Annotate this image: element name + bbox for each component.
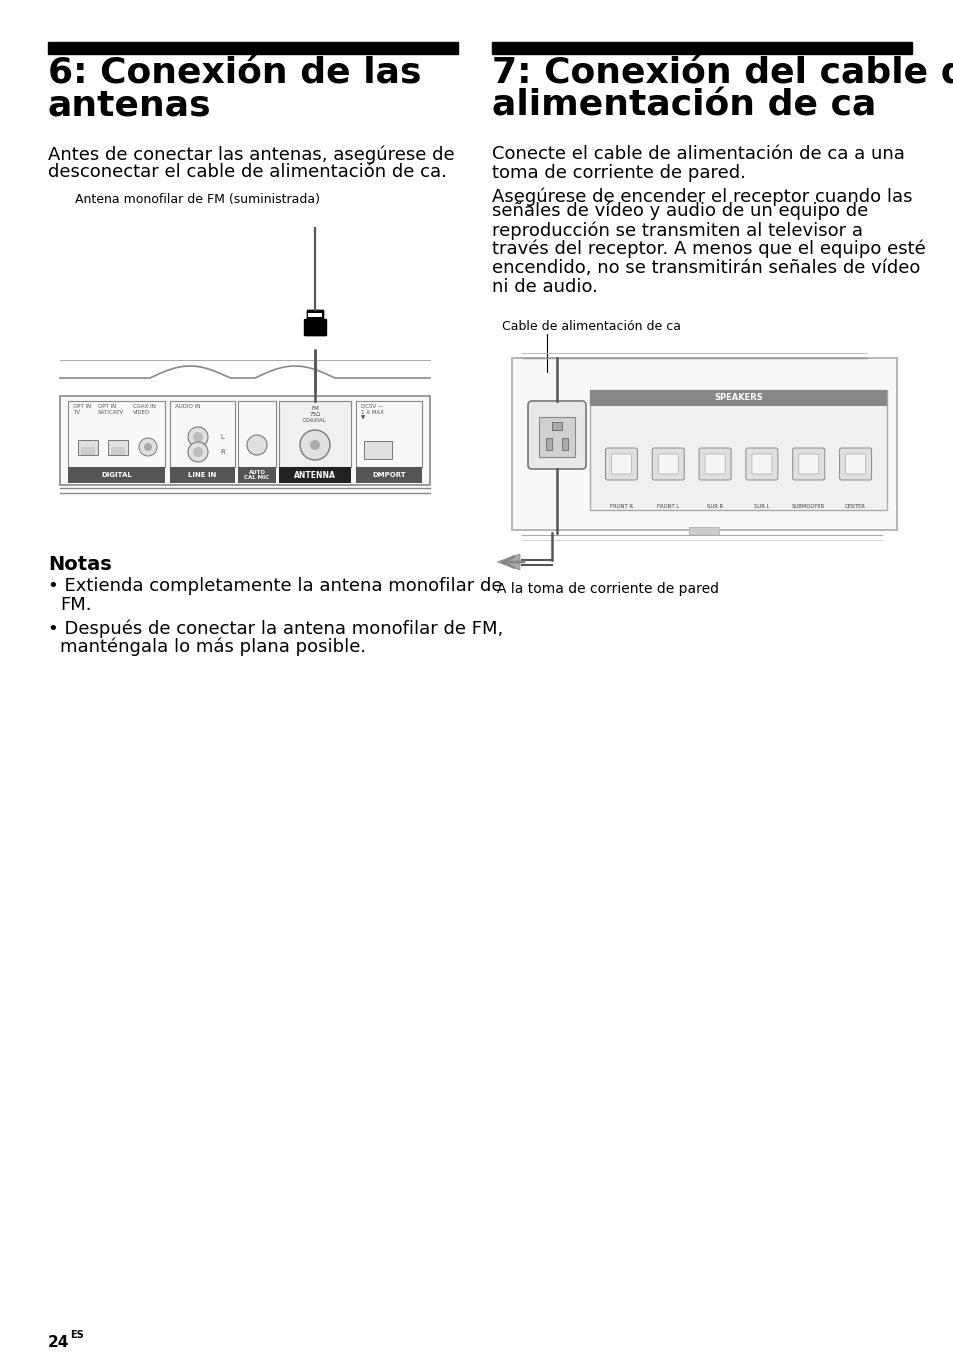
FancyBboxPatch shape — [792, 448, 824, 480]
Text: SUR L: SUR L — [754, 504, 769, 508]
Text: manténgala lo más plana posible.: manténgala lo más plana posible. — [60, 638, 366, 657]
Text: LINE IN: LINE IN — [188, 472, 216, 479]
Circle shape — [310, 439, 319, 450]
FancyBboxPatch shape — [745, 448, 777, 480]
Circle shape — [188, 427, 208, 448]
FancyBboxPatch shape — [699, 448, 730, 480]
Bar — [589, 389, 886, 510]
Text: 7: Conexión del cable de: 7: Conexión del cable de — [492, 55, 953, 91]
Text: L: L — [220, 434, 224, 439]
Text: través del receptor. A menos que el equipo esté: través del receptor. A menos que el equi… — [492, 241, 924, 258]
FancyBboxPatch shape — [751, 454, 771, 475]
Text: • Extienda completamente la antena monofilar de: • Extienda completamente la antena monof… — [48, 577, 502, 595]
Text: encendido, no se transmitirán señales de vídeo: encendido, no se transmitirán señales de… — [492, 260, 920, 277]
Circle shape — [144, 443, 152, 452]
Bar — [170, 402, 234, 466]
Text: 24: 24 — [48, 1334, 70, 1351]
Text: 6: Conexión de las: 6: Conexión de las — [48, 55, 421, 91]
Bar — [304, 319, 326, 335]
Text: desconectar el cable de alimentación de ca.: desconectar el cable de alimentación de … — [48, 164, 446, 181]
FancyBboxPatch shape — [527, 402, 585, 469]
FancyBboxPatch shape — [704, 454, 724, 475]
Bar — [170, 466, 234, 483]
Text: OPT IN
TV: OPT IN TV — [73, 404, 91, 415]
Text: COAX IN
VIDEO: COAX IN VIDEO — [132, 404, 155, 415]
Text: R: R — [220, 449, 225, 456]
FancyBboxPatch shape — [658, 454, 678, 475]
Text: FRONT R: FRONT R — [609, 504, 632, 508]
Bar — [237, 466, 275, 483]
Bar — [307, 310, 323, 320]
Bar — [308, 314, 322, 316]
Text: Notas: Notas — [48, 556, 112, 575]
Text: Antena monofilar de FM (suministrada): Antena monofilar de FM (suministrada) — [75, 193, 319, 206]
Circle shape — [299, 430, 330, 460]
Text: antenas: antenas — [48, 88, 212, 122]
Circle shape — [193, 448, 203, 457]
Bar — [78, 439, 98, 456]
Bar — [309, 314, 320, 318]
Text: A la toma de corriente de pared: A la toma de corriente de pared — [497, 581, 719, 596]
Circle shape — [193, 433, 203, 442]
Bar — [305, 320, 325, 335]
Bar — [108, 439, 128, 456]
Bar — [237, 402, 275, 466]
Bar — [68, 402, 165, 466]
Bar — [81, 448, 95, 456]
Bar — [689, 527, 719, 535]
Bar — [589, 389, 886, 406]
Text: Conecte el cable de alimentación de ca a una: Conecte el cable de alimentación de ca a… — [492, 145, 904, 164]
Text: Antes de conectar las antenas, asegúrese de: Antes de conectar las antenas, asegúrese… — [48, 145, 455, 164]
FancyBboxPatch shape — [839, 448, 871, 480]
FancyBboxPatch shape — [605, 448, 637, 480]
FancyBboxPatch shape — [798, 454, 818, 475]
Text: toma de corriente de pared.: toma de corriente de pared. — [492, 164, 745, 183]
Text: CENTER: CENTER — [844, 504, 865, 508]
Bar — [355, 402, 421, 466]
Circle shape — [188, 442, 208, 462]
Bar — [364, 441, 392, 458]
Bar — [552, 422, 561, 430]
Bar — [48, 42, 457, 54]
Text: SUBMOOFER: SUBMOOFER — [791, 504, 824, 508]
Text: ANTENNA: ANTENNA — [294, 470, 335, 480]
Bar — [111, 448, 125, 456]
Text: ES: ES — [70, 1330, 84, 1340]
Text: AUTO
CAL MIC: AUTO CAL MIC — [244, 469, 270, 480]
Bar — [561, 438, 567, 450]
Bar — [545, 438, 552, 450]
Bar — [60, 396, 430, 485]
Bar — [278, 466, 351, 483]
Text: reproducción se transmiten al televisor a: reproducción se transmiten al televisor … — [492, 220, 862, 239]
Text: alimentación de ca: alimentación de ca — [492, 88, 876, 122]
Circle shape — [139, 438, 157, 456]
Text: ni de audio.: ni de audio. — [492, 279, 598, 296]
Text: FM.: FM. — [60, 596, 91, 614]
Bar — [512, 358, 896, 530]
Text: FM
75Ω
COAXIAL: FM 75Ω COAXIAL — [303, 406, 327, 423]
Bar — [538, 416, 575, 457]
FancyBboxPatch shape — [652, 448, 683, 480]
Bar — [492, 42, 911, 54]
FancyBboxPatch shape — [844, 454, 864, 475]
Text: AUDIO IN: AUDIO IN — [174, 404, 200, 410]
Text: OPT IN
SAT/CATV: OPT IN SAT/CATV — [98, 404, 124, 415]
Text: Cable de alimentación de ca: Cable de alimentación de ca — [501, 320, 680, 333]
Text: SUR R: SUR R — [706, 504, 722, 508]
Text: FRONT L: FRONT L — [657, 504, 679, 508]
Bar — [355, 466, 421, 483]
Bar — [278, 402, 351, 466]
FancyBboxPatch shape — [611, 454, 631, 475]
Text: • Después de conectar la antena monofilar de FM,: • Después de conectar la antena monofila… — [48, 619, 503, 638]
Text: DC5V —
1 A MAX
▼: DC5V — 1 A MAX ▼ — [360, 404, 383, 420]
Text: Asegúrese de encender el receptor cuando las: Asegúrese de encender el receptor cuando… — [492, 187, 911, 206]
Polygon shape — [497, 554, 519, 571]
Circle shape — [247, 435, 267, 456]
Text: DIGITAL: DIGITAL — [101, 472, 132, 479]
Text: DMPORT: DMPORT — [372, 472, 405, 479]
Bar — [307, 310, 323, 320]
Text: señales de vídeo y audio de un equipo de: señales de vídeo y audio de un equipo de — [492, 201, 867, 220]
Text: SPEAKERS: SPEAKERS — [714, 393, 762, 403]
Bar — [68, 466, 165, 483]
